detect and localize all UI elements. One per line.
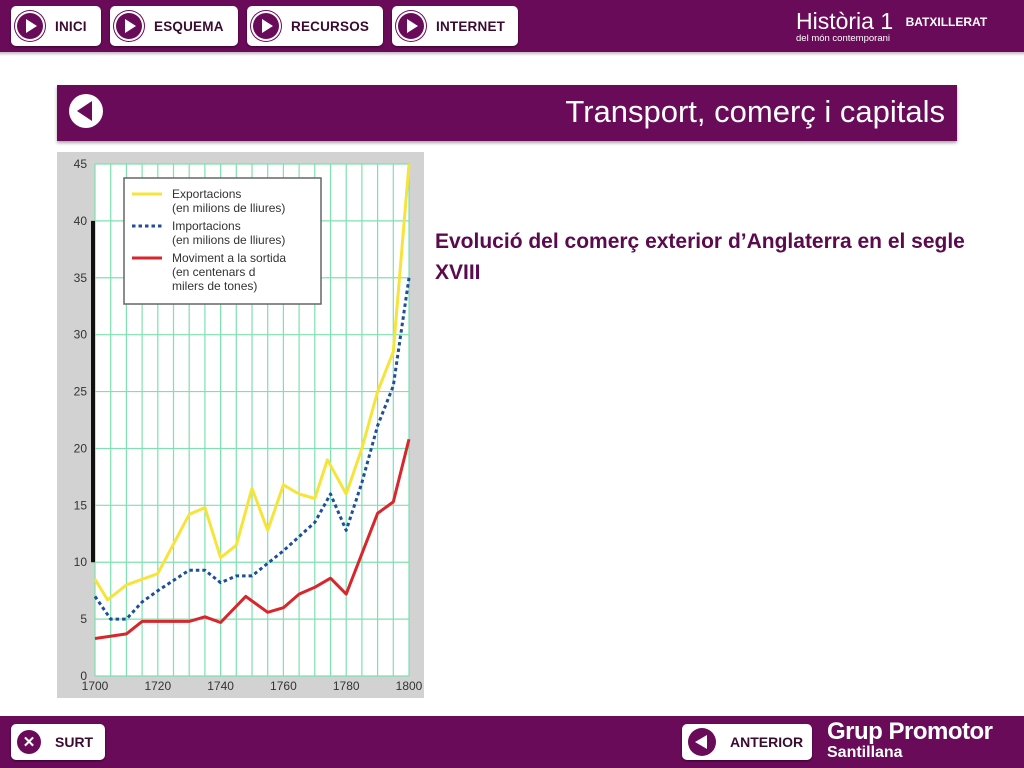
- nav-button-label: RECURSOS: [291, 18, 370, 34]
- x-tick-label: 1760: [270, 679, 297, 693]
- previous-button-label: ANTERIOR: [730, 734, 804, 750]
- previous-button[interactable]: ANTERIOR: [682, 724, 812, 760]
- x-tick-label: 1740: [207, 679, 234, 693]
- series-line-1: [93, 277, 411, 621]
- legend-label-2: Moviment a la sortida: [172, 251, 286, 265]
- y-tick-label: 15: [74, 498, 88, 512]
- y-tick-label: 40: [74, 214, 88, 228]
- publisher-logo: Grup Promotor Santillana: [827, 718, 993, 762]
- x-tick-label: 1720: [144, 679, 171, 693]
- x-tick-label: 1780: [333, 679, 360, 693]
- y-tick-label: 10: [74, 555, 88, 569]
- page-title-bar: Transport, comerç i capitals: [57, 85, 957, 141]
- y-tick-label: 45: [74, 157, 88, 171]
- legend-note-2: milers de tones): [172, 279, 257, 293]
- exit-button[interactable]: ✕ SURT: [11, 724, 105, 760]
- series-line-2: [94, 438, 411, 640]
- brand-subtitle: del món contemporani: [796, 33, 890, 44]
- page-title: Transport, comerç i capitals: [565, 94, 945, 129]
- logo-line2: Santillana: [827, 744, 903, 761]
- y-tick-label: 35: [74, 271, 88, 285]
- legend-note-1: (en milions de lliures): [172, 233, 285, 247]
- brand: Història 1 BATXILLERAT del món contempor…: [796, 8, 988, 44]
- y-tick-label: 0: [80, 669, 87, 683]
- top-navigation-bar: INICI ESQUEMA RECURSOS INTERNET Història…: [0, 0, 1024, 56]
- nav-button-label: ESQUEMA: [154, 18, 224, 34]
- play-icon: [114, 11, 144, 41]
- nav-button-recursos[interactable]: RECURSOS: [247, 6, 383, 46]
- x-tick-label: 1800: [396, 679, 423, 693]
- nav-button-internet[interactable]: INTERNET: [392, 6, 518, 46]
- back-arrow-icon[interactable]: [69, 94, 103, 128]
- legend-note-0: (en milions de lliures): [172, 201, 285, 215]
- y-tick-label: 25: [74, 385, 88, 399]
- brand-title: Història 1: [796, 8, 894, 34]
- nav-button-inici[interactable]: INICI: [11, 6, 101, 46]
- play-icon: [251, 11, 281, 41]
- close-icon: ✕: [17, 730, 41, 754]
- logo-line1: Grup Promotor: [827, 718, 993, 745]
- nav-button-esquema[interactable]: ESQUEMA: [110, 6, 238, 46]
- bottom-bar: ✕ SURT ANTERIOR Grup Promotor Santillana: [0, 716, 1024, 768]
- series-line-0: [93, 163, 411, 602]
- play-icon: [396, 11, 426, 41]
- play-icon: [15, 11, 45, 41]
- legend-note-2: (en centenars d: [172, 265, 255, 279]
- brand-level: BATXILLERAT: [905, 15, 988, 29]
- y-tick-label: 30: [74, 328, 88, 342]
- y-tick-label: 20: [74, 441, 88, 455]
- legend-label-0: Exportacions: [172, 187, 241, 201]
- trade-chart: 0 5 10 15 20 25 30 35 40 45 1700 1720 1740 1760 1780 18…: [74, 157, 423, 693]
- legend-label-1: Importacions: [172, 219, 241, 233]
- chart-panel: 0 5 10 15 20 25 30 35 40 45 1700 1720 1740 1760 1780 18…: [57, 152, 424, 698]
- nav-button-label: INICI: [55, 18, 87, 34]
- nav-button-label: INTERNET: [436, 18, 506, 34]
- y-tick-label: 5: [80, 612, 87, 626]
- x-tick-label: 1700: [82, 679, 109, 693]
- arrow-left-icon: [688, 728, 716, 756]
- exit-button-label: SURT: [55, 734, 94, 750]
- legend-box: [123, 177, 322, 305]
- chart-heading: Evolució del comerç exterior d’Anglaterr…: [435, 230, 965, 284]
